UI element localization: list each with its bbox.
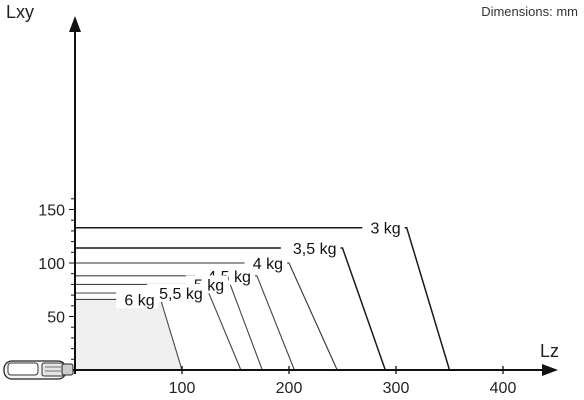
series-label-5: 5,5 kg (159, 286, 203, 303)
y-axis-arrow-icon (69, 16, 81, 32)
series-line-2 (75, 262, 338, 371)
series-label-bg-5 (147, 283, 207, 302)
series-label-bg-1 (280, 239, 341, 258)
x-axis-arrow-icon (542, 364, 558, 376)
series-label-bg-6 (116, 290, 159, 309)
curves-layer (75, 226, 451, 371)
x-axis-title: Lz (540, 341, 559, 361)
x-tick-label-0: 100 (169, 380, 196, 397)
series-label-bg-2 (244, 254, 287, 272)
series-line-3 (75, 275, 295, 371)
ticks-layer: 100 200 300 400 50 100 150 (38, 198, 517, 397)
series-label-0: 3 kg (370, 221, 400, 238)
series-label-6: 6 kg (124, 292, 154, 309)
labels-layer: 3 kg3,5 kg4 kg4,5 kg5 kg5,5 kg6 kg (116, 218, 405, 309)
series-label-1: 3,5 kg (293, 241, 337, 258)
series-label-2: 4 kg (253, 256, 283, 273)
series-label-bg-0 (362, 218, 405, 237)
series-line-0 (75, 226, 451, 371)
units-note: Dimensions: mm (481, 4, 578, 19)
y-axis-title: Lxy (6, 2, 34, 22)
y-tick-label-1: 100 (38, 256, 65, 273)
x-tick-label-3: 400 (490, 380, 517, 397)
x-tick-label-2: 300 (383, 380, 410, 397)
gripper-icon (3, 360, 74, 380)
y-tick-label-2: 150 (38, 203, 65, 220)
y-tick-label-0: 50 (47, 310, 65, 327)
series-area-6 (75, 299, 182, 370)
series-line-1 (75, 247, 387, 371)
x-tick-label-1: 200 (276, 380, 303, 397)
